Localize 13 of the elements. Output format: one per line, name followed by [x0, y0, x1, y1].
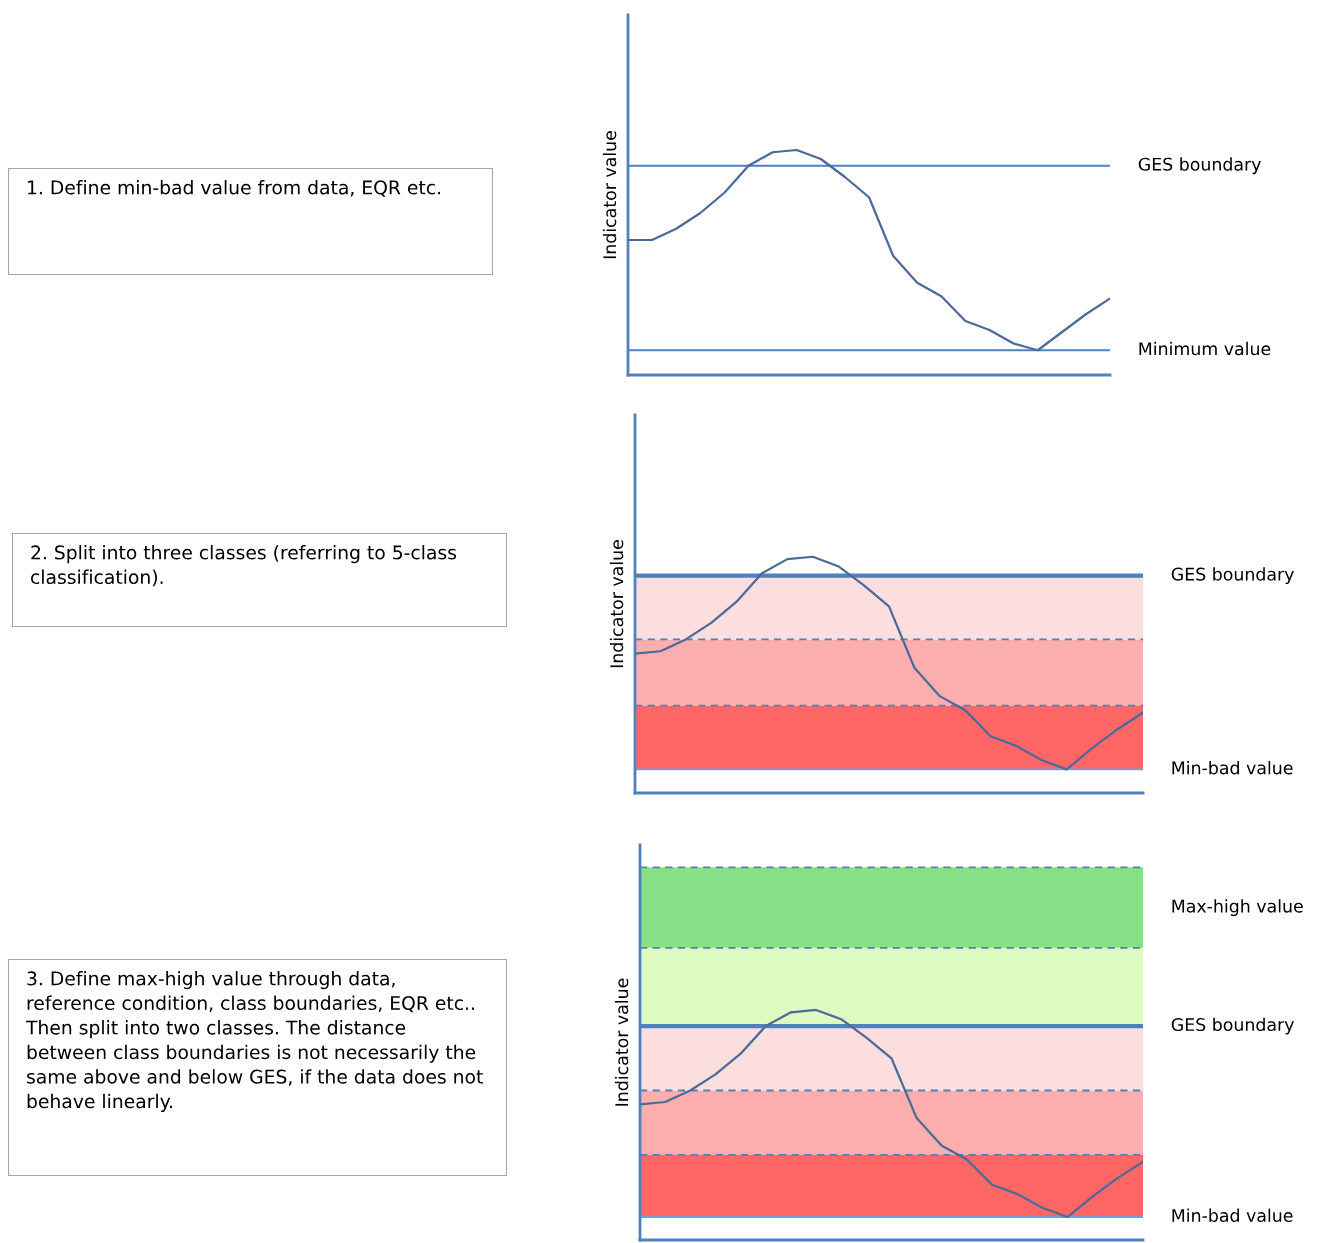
y-axis-title: Indicator value — [614, 978, 629, 1106]
text: 1. Define min-bad value from data, EQR etc. — [28, 180, 441, 197]
text: 2. Split into three classes (referring to 5-class classification). — [31, 545, 457, 587]
ref-line-label: Min-bad value — [1172, 760, 1293, 775]
ref-line-label: Minimum value — [1139, 341, 1271, 356]
y-axis-title: Indicator value — [609, 540, 624, 668]
band-label: Max-high value — [1172, 899, 1303, 917]
ref-line-label: GES boundary — [1171, 567, 1294, 585]
ref-line-label: GES boundary — [1138, 157, 1261, 175]
ref-line-label: GES boundary — [1171, 1017, 1294, 1035]
y-axis-title: Indicator value — [602, 131, 617, 259]
text: 3. Define max-high value through data, reference condition, class boundaries, EQR etc.. Then split into two classes. The distance between class boundaries is not necessarily the same above and below GES, if the data does not behave linearly. — [25, 971, 483, 1112]
ref-line-label: Min-bad value — [1172, 1208, 1293, 1223]
